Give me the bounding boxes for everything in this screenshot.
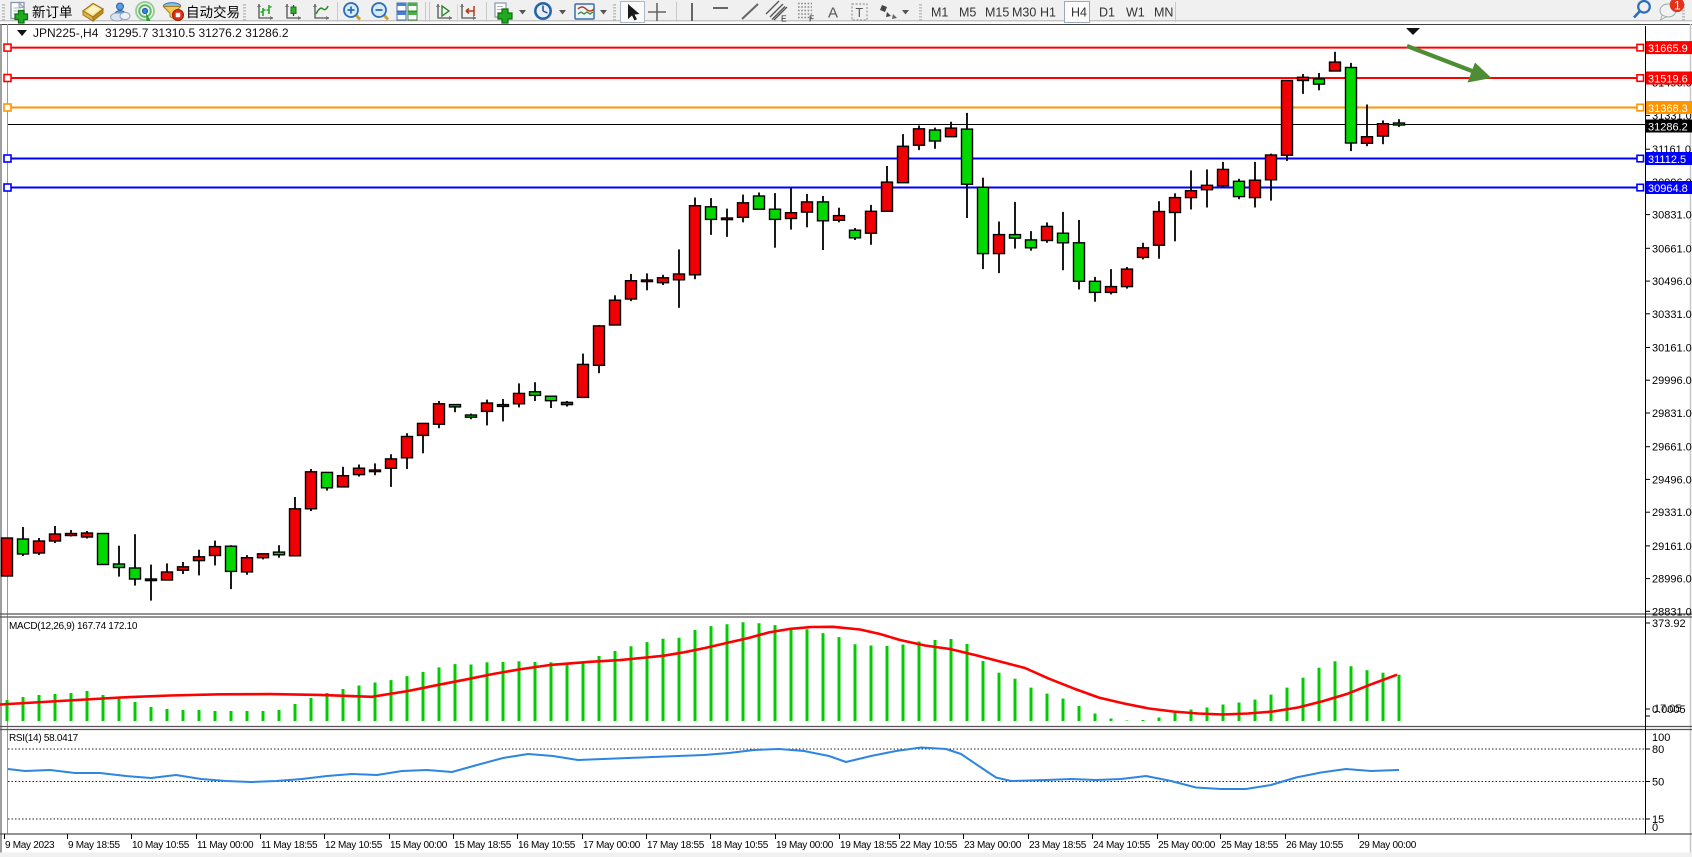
svg-text:11 May 00:00: 11 May 00:00 [197, 840, 254, 851]
svg-text:23 May 00:00: 23 May 00:00 [964, 840, 1022, 851]
svg-text:1: 1 [1674, 0, 1681, 12]
svg-text:9 May 2023: 9 May 2023 [5, 840, 55, 851]
svg-text:22 May 10:55: 22 May 10:55 [900, 840, 958, 851]
svg-text:新订单: 新订单 [32, 5, 73, 20]
svg-text:29831.0: 29831.0 [1652, 408, 1692, 420]
svg-text:T: T [856, 6, 864, 20]
svg-text:MACD(12,26,9) 167.74 172.10: MACD(12,26,9) 167.74 172.10 [9, 621, 138, 632]
svg-text:A: A [828, 5, 838, 22]
svg-text:H1: H1 [1040, 6, 1056, 20]
svg-text:11 May 18:55: 11 May 18:55 [261, 840, 318, 851]
svg-text:100: 100 [1652, 732, 1670, 744]
svg-text:9 May 18:55: 9 May 18:55 [68, 840, 120, 851]
svg-text:0: 0 [1652, 822, 1658, 834]
svg-text:18 May 10:55: 18 May 10:55 [711, 840, 769, 851]
svg-text:30331.0: 30331.0 [1652, 309, 1692, 321]
svg-text:H4: H4 [1071, 6, 1087, 20]
svg-text:M1: M1 [931, 6, 948, 20]
svg-text:29331.0: 29331.0 [1652, 507, 1692, 519]
svg-text:25 May 00:00: 25 May 00:00 [1158, 840, 1216, 851]
svg-text:29496.0: 29496.0 [1652, 474, 1692, 486]
svg-text:15 May 00:00: 15 May 00:00 [390, 840, 448, 851]
svg-text:29661.0: 29661.0 [1652, 442, 1692, 454]
svg-text:31519.6: 31519.6 [1648, 74, 1688, 86]
svg-text:RSI(14) 58.0417: RSI(14) 58.0417 [9, 733, 79, 744]
svg-text:31286.2: 31286.2 [1648, 122, 1688, 134]
svg-text:30161.0: 30161.0 [1652, 343, 1692, 355]
svg-text:28996.0: 28996.0 [1652, 574, 1692, 586]
svg-text:F: F [809, 14, 814, 24]
svg-text:29161.0: 29161.0 [1652, 541, 1692, 553]
svg-text:自动交易: 自动交易 [186, 4, 240, 20]
svg-text:17 May 00:00: 17 May 00:00 [583, 840, 641, 851]
svg-text:MN: MN [1154, 6, 1173, 20]
svg-text:19 May 00:00: 19 May 00:00 [776, 840, 834, 851]
svg-text:15: 15 [1652, 814, 1664, 826]
svg-text:25 May 18:55: 25 May 18:55 [1221, 840, 1279, 851]
svg-text:19 May 18:55: 19 May 18:55 [840, 840, 898, 851]
svg-text:80: 80 [1652, 744, 1664, 756]
svg-text:M30: M30 [1012, 6, 1036, 20]
svg-text:17 May 18:55: 17 May 18:55 [647, 840, 705, 851]
svg-text:12 May 10:55: 12 May 10:55 [325, 840, 383, 851]
svg-text:17.05: 17.05 [1654, 703, 1682, 715]
svg-text:31112.5: 31112.5 [1648, 154, 1686, 166]
svg-text:28831.0: 28831.0 [1652, 606, 1692, 618]
svg-text:30496.0: 30496.0 [1652, 276, 1692, 288]
svg-text:29996.0: 29996.0 [1652, 375, 1692, 387]
svg-text:D1: D1 [1099, 6, 1115, 20]
svg-text:0.0005: 0.0005 [1652, 704, 1686, 716]
svg-text:30831.0: 30831.0 [1652, 210, 1692, 222]
svg-text:23 May 18:55: 23 May 18:55 [1029, 840, 1087, 851]
svg-text:JPN225-,H4 31295.7 31310.5 31: JPN225-,H4 31295.7 31310.5 31276.2 31286… [33, 26, 289, 40]
svg-text:373.92: 373.92 [1652, 618, 1686, 630]
svg-text:29 May 00:00: 29 May 00:00 [1359, 840, 1417, 851]
svg-text:26 May 10:55: 26 May 10:55 [1286, 840, 1344, 851]
svg-text:16 May 10:55: 16 May 10:55 [518, 840, 576, 851]
svg-text:24 May 10:55: 24 May 10:55 [1093, 840, 1151, 851]
svg-text:10 May 10:55: 10 May 10:55 [132, 840, 190, 851]
svg-text:15 May 18:55: 15 May 18:55 [454, 840, 512, 851]
svg-text:50: 50 [1652, 777, 1664, 789]
svg-text:W1: W1 [1126, 6, 1145, 20]
svg-text:31368.3: 31368.3 [1648, 103, 1688, 115]
svg-text:E: E [781, 14, 787, 24]
svg-text:M15: M15 [985, 6, 1009, 20]
svg-text:M5: M5 [959, 6, 976, 20]
svg-text:30964.8: 30964.8 [1648, 183, 1688, 195]
svg-text:31665.9: 31665.9 [1648, 43, 1688, 55]
svg-text:30661.0: 30661.0 [1652, 243, 1692, 255]
